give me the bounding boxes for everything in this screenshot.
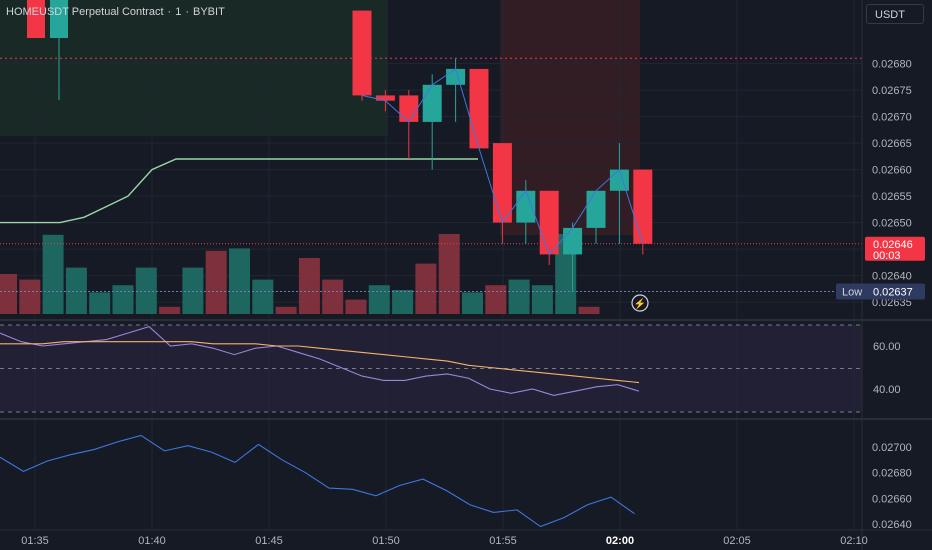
time-tick-label: 01:50 xyxy=(372,535,400,547)
volume-bar xyxy=(0,274,17,314)
volume-bar xyxy=(322,279,344,314)
candle xyxy=(492,143,512,223)
flash-icon xyxy=(631,294,649,312)
last-price-tag xyxy=(865,236,925,261)
volume-bar xyxy=(392,290,414,314)
volume-bar xyxy=(42,234,64,314)
trailing-stop-line xyxy=(0,158,478,224)
price-tick-label: 0.02650 xyxy=(872,218,912,230)
countdown-timer: 00:03 xyxy=(873,250,901,262)
candle xyxy=(446,68,466,85)
price-tick-label: 0.02680 xyxy=(872,59,912,71)
lower-indicator-pane[interactable] xyxy=(0,434,635,528)
volume-bar xyxy=(345,299,367,314)
price-tick-label: 0.02660 xyxy=(872,165,912,177)
candle xyxy=(422,84,442,122)
interval[interactable]: 1 xyxy=(175,6,182,18)
volume-bar xyxy=(531,285,553,314)
rsi-series xyxy=(0,326,640,397)
volume-bar xyxy=(112,285,134,314)
volume-bar xyxy=(438,234,460,314)
candle xyxy=(469,68,489,149)
candle xyxy=(563,227,583,255)
rsi-series xyxy=(0,341,640,384)
lower-tick-label: 0.02640 xyxy=(872,519,912,531)
candle xyxy=(399,95,419,122)
candle xyxy=(375,95,395,101)
price-tick-label: 0.02675 xyxy=(872,85,912,97)
time-tick-label: 02:10 xyxy=(840,535,868,547)
lower-series xyxy=(0,434,635,528)
time-tick-label: 01:35 xyxy=(21,535,49,547)
low-value: 0.02637 xyxy=(873,287,913,299)
symbol-name: HOMEUSDT Perpetual Contract xyxy=(6,6,164,18)
time-tick-label: 02:00 xyxy=(606,535,634,547)
volume-bar xyxy=(462,292,483,314)
price-tick-label: 0.02635 xyxy=(872,297,912,309)
candle xyxy=(516,190,536,223)
volume-bar xyxy=(135,267,157,314)
candle xyxy=(352,10,372,96)
volume-bar xyxy=(578,306,600,314)
volume-bar xyxy=(89,292,111,314)
volume-bar xyxy=(275,306,297,314)
volume-bar xyxy=(182,267,204,314)
volume-bar xyxy=(229,248,250,314)
volume-bar xyxy=(298,258,320,314)
flash-icon: ⚡ xyxy=(634,297,646,310)
candle xyxy=(586,190,606,228)
lower-tick-label: 0.02680 xyxy=(872,468,912,480)
price-pane[interactable]: ⚡ xyxy=(0,0,862,314)
candle xyxy=(539,190,559,255)
volume-bar xyxy=(485,285,507,314)
time-tick-label: 01:55 xyxy=(489,535,517,547)
exchange: BYBIT xyxy=(193,6,225,18)
rsi-band xyxy=(0,325,862,412)
price-tick-label: 0.02655 xyxy=(872,191,912,203)
rsi-tick-label: 40.00 xyxy=(873,384,901,396)
time-tick-label: 01:45 xyxy=(255,535,283,547)
candle xyxy=(27,0,45,38)
rsi-tick-label: 60.00 xyxy=(873,341,901,353)
close-line xyxy=(361,68,644,256)
low-label: Low xyxy=(842,287,862,299)
time-tick-label: 01:40 xyxy=(138,535,166,547)
volume-bar xyxy=(415,263,437,314)
last-price-value: 0.02646 xyxy=(873,239,913,251)
price-tick-label: 0.02665 xyxy=(872,138,912,150)
volume-bar xyxy=(19,279,41,314)
chart-title: HOMEUSDT Perpetual Contract · 1 · BYBIT xyxy=(6,6,225,18)
volume-bar xyxy=(508,279,530,314)
currency-button[interactable]: USDT xyxy=(866,4,924,24)
chart-background xyxy=(0,0,640,235)
price-tick-label: 0.02640 xyxy=(872,271,912,283)
volume-bar xyxy=(252,279,274,314)
price-tick-label: 0.02670 xyxy=(872,112,912,124)
volume-bar xyxy=(159,306,181,314)
candle xyxy=(609,169,629,191)
volume-bar xyxy=(65,267,87,314)
time-tick-label: 02:05 xyxy=(723,535,751,547)
low-tag xyxy=(836,283,925,300)
lower-tick-label: 0.02700 xyxy=(872,442,912,454)
rsi-pane[interactable] xyxy=(0,324,862,413)
candle xyxy=(633,169,653,244)
volume-bar xyxy=(368,285,390,314)
lower-tick-label: 0.02660 xyxy=(872,493,912,505)
candle xyxy=(50,0,68,38)
volume-bar xyxy=(205,250,227,314)
